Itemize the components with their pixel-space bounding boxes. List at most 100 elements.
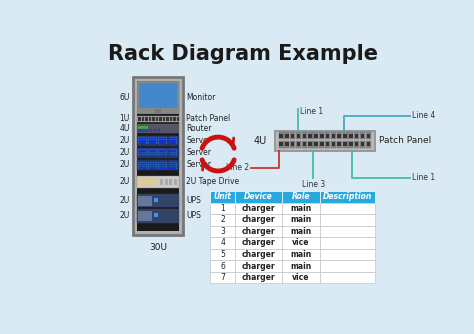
FancyBboxPatch shape bbox=[169, 163, 176, 164]
Text: Router: Router bbox=[186, 124, 212, 133]
FancyBboxPatch shape bbox=[149, 153, 156, 154]
FancyBboxPatch shape bbox=[159, 117, 162, 121]
FancyBboxPatch shape bbox=[163, 117, 165, 121]
FancyBboxPatch shape bbox=[159, 165, 166, 166]
Text: 1: 1 bbox=[220, 204, 225, 213]
Text: 2U: 2U bbox=[119, 211, 130, 220]
FancyBboxPatch shape bbox=[158, 162, 167, 169]
FancyBboxPatch shape bbox=[320, 226, 374, 237]
FancyBboxPatch shape bbox=[137, 81, 179, 231]
Text: Line 1: Line 1 bbox=[412, 173, 435, 182]
FancyBboxPatch shape bbox=[164, 179, 168, 185]
FancyBboxPatch shape bbox=[169, 155, 176, 156]
FancyBboxPatch shape bbox=[159, 155, 166, 156]
FancyBboxPatch shape bbox=[325, 133, 330, 139]
FancyBboxPatch shape bbox=[275, 131, 375, 151]
FancyBboxPatch shape bbox=[139, 138, 146, 139]
FancyBboxPatch shape bbox=[332, 143, 335, 146]
FancyBboxPatch shape bbox=[148, 162, 157, 169]
FancyBboxPatch shape bbox=[158, 129, 160, 132]
FancyBboxPatch shape bbox=[139, 155, 146, 156]
FancyBboxPatch shape bbox=[149, 155, 156, 156]
Text: Line 2: Line 2 bbox=[226, 163, 249, 172]
FancyBboxPatch shape bbox=[148, 137, 157, 144]
FancyBboxPatch shape bbox=[149, 140, 156, 142]
FancyBboxPatch shape bbox=[159, 140, 166, 142]
FancyBboxPatch shape bbox=[137, 148, 179, 158]
FancyBboxPatch shape bbox=[149, 143, 156, 144]
Text: Server: Server bbox=[186, 148, 211, 157]
FancyBboxPatch shape bbox=[319, 133, 324, 139]
FancyBboxPatch shape bbox=[145, 117, 147, 121]
FancyBboxPatch shape bbox=[149, 150, 156, 152]
Text: Patch Panel: Patch Panel bbox=[186, 114, 230, 123]
FancyBboxPatch shape bbox=[313, 133, 319, 139]
FancyBboxPatch shape bbox=[137, 160, 179, 170]
FancyBboxPatch shape bbox=[309, 143, 312, 146]
FancyBboxPatch shape bbox=[170, 117, 172, 121]
FancyBboxPatch shape bbox=[137, 124, 179, 133]
FancyBboxPatch shape bbox=[361, 134, 364, 138]
FancyBboxPatch shape bbox=[149, 138, 156, 139]
FancyBboxPatch shape bbox=[139, 153, 146, 154]
Text: 2U: 2U bbox=[119, 160, 130, 169]
FancyBboxPatch shape bbox=[361, 143, 364, 146]
FancyBboxPatch shape bbox=[302, 134, 306, 138]
Text: 2U: 2U bbox=[119, 136, 130, 145]
FancyBboxPatch shape bbox=[320, 272, 374, 284]
Text: main: main bbox=[291, 215, 312, 224]
FancyBboxPatch shape bbox=[308, 141, 313, 148]
FancyBboxPatch shape bbox=[320, 249, 374, 260]
FancyBboxPatch shape bbox=[210, 226, 235, 237]
FancyBboxPatch shape bbox=[149, 117, 151, 121]
FancyBboxPatch shape bbox=[154, 129, 156, 132]
FancyBboxPatch shape bbox=[160, 179, 163, 185]
FancyBboxPatch shape bbox=[146, 129, 148, 132]
FancyBboxPatch shape bbox=[169, 153, 176, 154]
FancyBboxPatch shape bbox=[142, 129, 145, 132]
FancyBboxPatch shape bbox=[343, 133, 347, 139]
FancyBboxPatch shape bbox=[282, 272, 320, 284]
FancyBboxPatch shape bbox=[235, 191, 282, 202]
FancyBboxPatch shape bbox=[282, 237, 320, 249]
Text: 2U: 2U bbox=[119, 177, 130, 186]
FancyBboxPatch shape bbox=[282, 226, 320, 237]
FancyBboxPatch shape bbox=[210, 272, 235, 284]
FancyBboxPatch shape bbox=[210, 249, 235, 260]
Text: 3: 3 bbox=[220, 227, 225, 236]
FancyBboxPatch shape bbox=[138, 196, 152, 206]
FancyBboxPatch shape bbox=[313, 141, 319, 148]
FancyBboxPatch shape bbox=[320, 214, 374, 226]
FancyBboxPatch shape bbox=[169, 138, 176, 139]
FancyBboxPatch shape bbox=[138, 162, 147, 169]
Text: vice: vice bbox=[292, 238, 310, 247]
Text: main: main bbox=[291, 262, 312, 271]
Text: Line 3: Line 3 bbox=[302, 180, 325, 189]
Text: Server: Server bbox=[186, 136, 211, 145]
FancyBboxPatch shape bbox=[282, 214, 320, 226]
Text: 7: 7 bbox=[220, 273, 225, 282]
FancyBboxPatch shape bbox=[279, 134, 283, 138]
Text: charger: charger bbox=[242, 227, 275, 236]
FancyBboxPatch shape bbox=[210, 214, 235, 226]
FancyBboxPatch shape bbox=[156, 117, 158, 121]
FancyBboxPatch shape bbox=[159, 163, 166, 164]
FancyBboxPatch shape bbox=[366, 133, 371, 139]
FancyBboxPatch shape bbox=[320, 202, 374, 214]
FancyBboxPatch shape bbox=[138, 117, 141, 121]
Text: vice: vice bbox=[292, 273, 310, 282]
FancyBboxPatch shape bbox=[139, 150, 146, 152]
FancyBboxPatch shape bbox=[331, 133, 336, 139]
Text: 6: 6 bbox=[220, 262, 225, 271]
FancyBboxPatch shape bbox=[138, 177, 158, 186]
FancyBboxPatch shape bbox=[366, 141, 371, 148]
Text: Unit: Unit bbox=[214, 192, 232, 201]
FancyBboxPatch shape bbox=[326, 143, 329, 146]
Text: 4: 4 bbox=[220, 238, 225, 247]
Text: 5: 5 bbox=[220, 250, 225, 259]
Text: charger: charger bbox=[242, 262, 275, 271]
FancyBboxPatch shape bbox=[235, 214, 282, 226]
FancyBboxPatch shape bbox=[285, 134, 289, 138]
FancyBboxPatch shape bbox=[159, 138, 166, 139]
FancyBboxPatch shape bbox=[177, 117, 179, 121]
